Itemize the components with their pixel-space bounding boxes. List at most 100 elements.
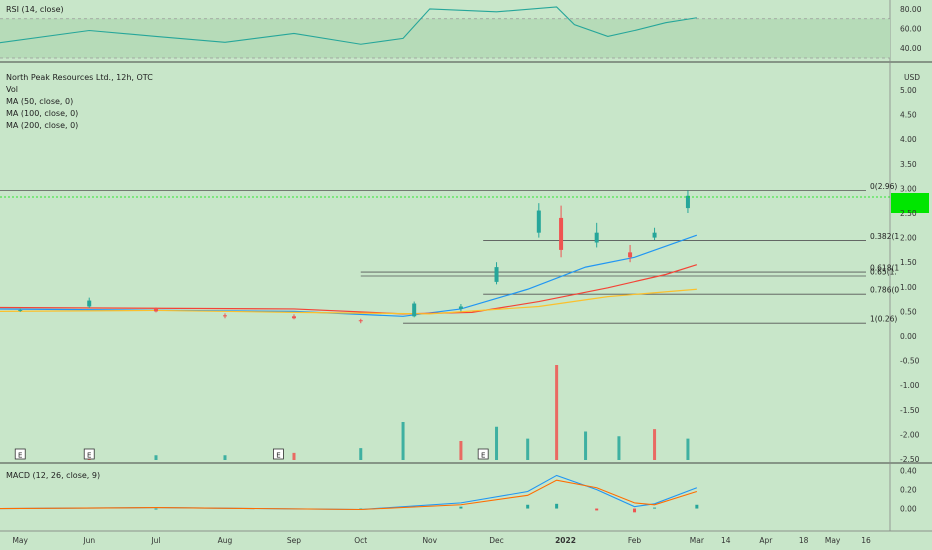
rsi-pane[interactable]: RSI (14, close) — [0, 5, 890, 59]
candle-body — [652, 232, 657, 238]
volume-bar — [526, 438, 530, 460]
price-axis-tick: 0.50 — [900, 307, 917, 316]
time-axis-tick: Dec — [489, 536, 504, 545]
candle-body — [458, 306, 463, 309]
rsi-line — [0, 6, 697, 45]
candle-body — [494, 267, 499, 282]
price-axis-tick: -0.50 — [900, 357, 920, 366]
volume-bar — [459, 441, 463, 460]
macd-axis: 0.40 0.20 0.00 — [900, 467, 917, 514]
macd-histogram-bar — [595, 508, 599, 511]
macd-histogram-bar — [526, 504, 530, 509]
fib-level-label: 0(2.96) — [870, 182, 897, 191]
volume-bar — [584, 431, 588, 460]
volume-bar — [617, 436, 621, 460]
time-axis-tick: 18 — [799, 536, 809, 545]
fib-level-label: 0.618(1 — [870, 264, 899, 273]
candle-body — [594, 232, 599, 243]
candle-body — [291, 316, 296, 319]
volume-bar — [223, 455, 227, 460]
macd-axis-tick: 0.20 — [900, 486, 917, 495]
candle-body — [18, 309, 23, 311]
volume-bar — [653, 429, 657, 460]
price-axis-tick: 4.50 — [900, 111, 917, 120]
price-pane[interactable]: North Peak Resources Ltd., 12h, OTC Vol … — [0, 73, 929, 460]
macd-histogram-bar — [555, 503, 559, 509]
earnings-marker-label: E — [276, 452, 280, 460]
macd-histogram-bar — [154, 508, 158, 510]
fib-level-label: 1(0.26) — [870, 315, 897, 324]
rsi-axis-tick: 60.00 — [900, 25, 922, 34]
earnings-marker[interactable] — [273, 448, 284, 460]
volume-bar — [555, 365, 559, 460]
symbol-title[interactable]: North Peak Resources Ltd., 12h, OTC — [6, 73, 153, 82]
rsi-axis-tick: 40.00 — [900, 44, 922, 53]
price-axis-tick: -1.00 — [900, 381, 920, 390]
volume-bar — [401, 422, 405, 460]
price-axis-tick: 2.00 — [900, 234, 917, 243]
ma50-legend[interactable]: MA (50, close, 0) — [6, 97, 73, 106]
macd-title[interactable]: MACD (12, 26, close, 9) — [6, 471, 100, 480]
earnings-marker[interactable] — [83, 448, 95, 460]
time-axis-tick: Feb — [628, 536, 642, 545]
time-axis[interactable]: May Jun Jul Aug Sep Oct Nov Dec 2022 Feb Mar 14 Apr 1… — [12, 536, 871, 545]
time-axis-tick: Aug — [218, 536, 233, 545]
price-axis-tick: 0.00 — [900, 332, 917, 341]
macd-axis-tick: 0.00 — [900, 505, 917, 514]
fib-level-label: 0.382(1 — [870, 232, 899, 241]
candle-body — [685, 195, 690, 209]
time-axis-tick: Apr — [759, 536, 773, 545]
price-axis-tick: 4.00 — [900, 135, 917, 144]
volume-bar — [495, 426, 499, 460]
time-axis-tick: 14 — [721, 536, 731, 545]
price-axis-tick: 3.00 — [900, 184, 917, 193]
macd-histogram-bar — [695, 504, 699, 509]
time-axis-tick: 2022 — [555, 536, 576, 545]
macd-histogram-bar — [633, 508, 637, 513]
candle-body — [559, 217, 564, 250]
volume-bar — [154, 455, 158, 460]
ma100-line — [0, 264, 698, 315]
earnings-marker[interactable] — [14, 448, 26, 460]
macd-axis-tick: 0.40 — [900, 467, 917, 476]
time-axis-tick: Sep — [287, 536, 301, 545]
time-axis-tick: Nov — [422, 536, 437, 545]
earnings-marker-label: E — [87, 452, 91, 460]
fib-level-label: 0.65(1. — [870, 267, 897, 276]
price-axis-tick: 5.00 — [900, 86, 917, 95]
price-axis-tick: -2.50 — [900, 455, 920, 464]
time-axis-tick: Mar — [690, 536, 705, 545]
fibonacci-retracement[interactable]: 0(2.96) 0.382(1 0.618(10.65(1. 0.786(0 1(0.2… — [0, 182, 899, 324]
volume-bar — [359, 448, 363, 460]
fib-level-label: 0.786(0 — [870, 286, 899, 295]
earnings-marker[interactable] — [477, 448, 489, 460]
earnings-marker-label: E — [18, 452, 22, 460]
ma200-legend[interactable]: MA (200, close, 0) — [6, 121, 78, 130]
volume-bar — [292, 452, 296, 460]
price-axis-tick: 1.50 — [900, 258, 917, 267]
candle-body — [536, 210, 541, 233]
price-axis: 5.00 4.50 4.00 3.50 3.00 2.50 2.00 1.50 1.00 0.50… — [900, 86, 920, 464]
rsi-band — [0, 18, 890, 58]
rsi-axis-tick: 80.00 — [900, 5, 922, 14]
price-axis-tick: -2.00 — [900, 430, 920, 439]
price-axis-tick: 2.50 — [900, 209, 917, 218]
candle-body — [412, 303, 417, 317]
macd-histogram-bar — [653, 507, 657, 509]
currency-label: USD — [904, 73, 920, 82]
time-axis-tick: Jun — [82, 536, 95, 545]
price-axis-tick: -1.50 — [900, 406, 920, 415]
macd-signal-line — [0, 479, 698, 511]
price-axis-tick: 1.00 — [900, 283, 917, 292]
last-price-tag — [891, 193, 929, 213]
macd-pane[interactable]: MACD (12, 26, close, 9) — [0, 471, 699, 513]
time-axis-tick: Oct — [354, 536, 367, 545]
rsi-title[interactable]: RSI (14, close) — [6, 5, 64, 14]
vol-legend[interactable]: Vol — [6, 85, 18, 94]
candlesticks — [18, 190, 690, 324]
ma100-legend[interactable]: MA (100, close, 0) — [6, 109, 78, 118]
macd-histogram-bar — [459, 506, 463, 509]
candle-body — [87, 300, 92, 307]
